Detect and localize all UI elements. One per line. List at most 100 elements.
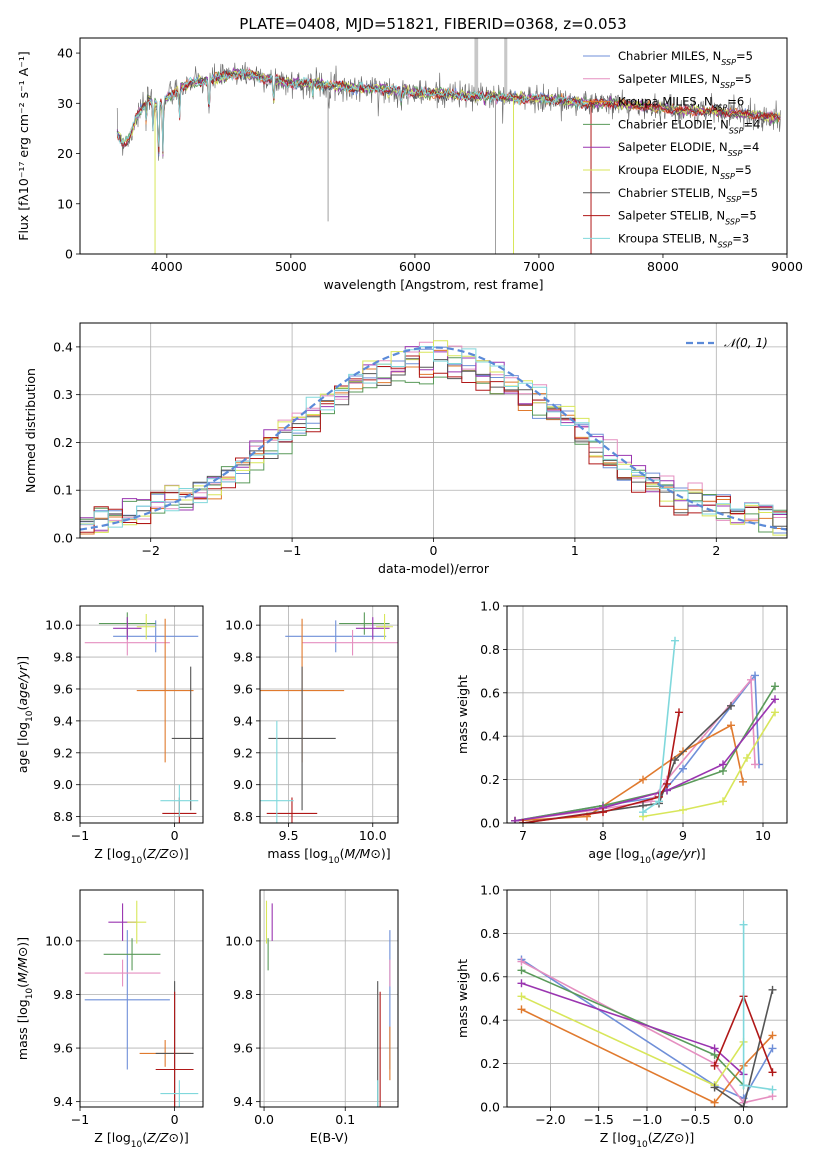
series-marker	[675, 708, 683, 717]
panel-weight-vs-age: 7 8 9 10 0.0 0.2 0.4 0.6 0.8 1.0 age [log10(age/yr…	[455, 599, 788, 866]
masked-region	[504, 38, 508, 104]
series-marker	[768, 1044, 777, 1053]
tick-label-y: 0.3	[53, 387, 73, 402]
tick-label-y: 9.6	[233, 681, 253, 696]
series-marker	[743, 753, 751, 762]
axis-label-y: age [log10(age/yr)]	[15, 656, 35, 773]
panel-age-vs-mass: 9.5 10.0 8.8 9.0 9.2 9.4 9.6 9.8 10.0 mass [log10…	[225, 605, 399, 866]
histogram-chabrier-stelib	[80, 358, 787, 538]
tick-label-y: 9.0	[53, 777, 73, 792]
tick-label-y: 9.8	[53, 650, 73, 665]
tick-label-y: 0.4	[480, 1013, 500, 1028]
tick-label-x: 10	[755, 828, 771, 843]
legend-label-kroupa-stelib: Kroupa STELIB, NSSP=3	[618, 231, 749, 249]
tick-label-x: −1	[71, 828, 89, 843]
tick-label-y: 0	[65, 247, 73, 262]
series-salpeter-miles	[511, 675, 759, 823]
series-marker	[517, 992, 526, 1001]
tick-label-x: −0.5	[680, 1112, 710, 1127]
series-line	[714, 989, 774, 1107]
legend-label-kroupa-elodie: Kroupa ELODIE, NSSP=5	[618, 163, 752, 181]
series-salpeter-elodie	[511, 695, 779, 823]
series-marker	[517, 979, 526, 988]
axes-box	[259, 605, 399, 824]
series-kroupa-stelib	[639, 636, 679, 817]
series-marker	[768, 1031, 777, 1040]
axis-label-y: Flux [fλ10⁻¹⁷ erg cm⁻² s⁻¹ A⁻¹]	[16, 51, 31, 240]
tick-label-x: −1	[283, 543, 301, 558]
axis-label-x: wavelength [Angstrom, rest frame]	[323, 277, 543, 292]
series-marker	[771, 708, 779, 717]
tick-label-y: 8.8	[53, 809, 73, 824]
axes-frame: −2.0 −1.5 −1.0 −0.5 0.0 0.0 0.2 0.4 0.6 0.8 1.0 Z […	[455, 883, 788, 1150]
errorbar-chabrier-elodie	[339, 612, 390, 635]
series-marker	[599, 808, 607, 817]
axis-label-x: data-model)/error	[378, 561, 490, 576]
axes-frame: −2 −1 0 1 2 0.0 0.1 0.2 0.3 0.4 data-model)/error N…	[23, 322, 788, 576]
series-line	[521, 969, 745, 1086]
series-marker	[663, 779, 671, 788]
series-marker	[710, 1061, 719, 1070]
tick-label-x: 5000	[275, 259, 307, 274]
axes-frame: 7 8 9 10 0.0 0.2 0.4 0.6 0.8 1.0 age [log10(age/yr…	[455, 599, 788, 866]
series-kroupa-miles	[511, 721, 747, 823]
series-marker	[671, 756, 679, 765]
errorbar-kroupa-elodie	[136, 613, 156, 640]
series-marker	[727, 721, 735, 730]
axis-label-y: Normed distribution	[23, 368, 38, 493]
panel-mass-vs-ebv: 0.0 0.1 9.4 9.6 9.8 10.0 E(B-V)	[225, 889, 399, 1145]
tick-label-x: 4000	[151, 259, 183, 274]
errorbar-chabrier-miles	[84, 930, 170, 1070]
tick-label-y: 9.4	[233, 713, 253, 728]
errorbar-kroupa-stelib	[160, 784, 199, 817]
axes-frame: −1 0 8.8 9.0 9.2 9.4 9.6 9.8 10.0 Z [log10(Z/Z⊙)]…	[15, 605, 204, 866]
errorbar-chabrier-stelib	[268, 666, 336, 811]
tick-label-y: 9.6	[53, 1041, 73, 1056]
axis-label-x: Z [log10(Z/Z⊙)]	[94, 1130, 188, 1150]
tick-label-y: 0.1	[53, 483, 73, 498]
series-marker	[768, 985, 777, 994]
tick-label-y: 0.0	[480, 1100, 500, 1115]
tick-label-y: 0.8	[480, 926, 500, 941]
series-marker	[751, 671, 759, 680]
errorbar-chabrier-stelib	[171, 666, 203, 811]
errorbar-salpeter-elodie	[355, 617, 390, 640]
legend-label-salpeter-elodie: Salpeter ELODIE, NSSP=4	[618, 140, 759, 158]
series-marker	[655, 797, 663, 806]
series-marker	[771, 682, 779, 691]
tick-label-y: 9.0	[233, 777, 253, 792]
plot-area	[80, 340, 787, 538]
tick-label-x: 8	[599, 828, 607, 843]
legend-label-salpeter-miles: Salpeter MILES, NSSP=5	[618, 72, 752, 90]
legend-label-salpeter-stelib: Salpeter STELIB, NSSP=5	[618, 209, 757, 227]
errorbar-chabrier-elodie	[103, 938, 161, 971]
tick-label-x: 9.5	[279, 828, 299, 843]
series-marker	[727, 701, 735, 710]
tick-label-y: 9.8	[233, 987, 253, 1002]
series-marker	[739, 1081, 748, 1090]
series-marker	[671, 636, 679, 645]
tick-label-y: 1.0	[480, 883, 500, 898]
axis-label-y: mass weight	[455, 959, 470, 1038]
errorbar-salpeter-elodie	[113, 617, 142, 640]
tick-label-y: 0.6	[480, 969, 500, 984]
axis-label-x: age [log10(age/yr)]	[588, 846, 705, 866]
axes-box	[79, 889, 204, 1108]
series-line	[514, 724, 744, 822]
errorbar-kroupa-elodie	[376, 613, 393, 640]
legend-label-normal: 𝒩(0, 1)	[724, 336, 768, 350]
tick-label-y: 9.6	[53, 681, 73, 696]
tick-label-y: 10.0	[45, 618, 73, 633]
tick-label-y: 9.4	[53, 713, 73, 728]
axis-label-x: Z [log10(Z/Z⊙)]	[600, 1130, 694, 1150]
masked-region	[474, 38, 479, 104]
series-marker	[511, 816, 519, 823]
tick-label-y: 10.0	[225, 618, 253, 633]
legend-label-chabrier-miles: Chabrier MILES, NSSP=5	[618, 49, 753, 67]
series-marker	[519, 819, 527, 823]
tick-label-x: 0	[171, 1112, 179, 1127]
series-marker	[710, 1083, 719, 1092]
tick-label-x: 9	[679, 828, 687, 843]
figure-title: PLATE=0408, MJD=51821, FIBERID=0368, z=0…	[239, 15, 626, 33]
